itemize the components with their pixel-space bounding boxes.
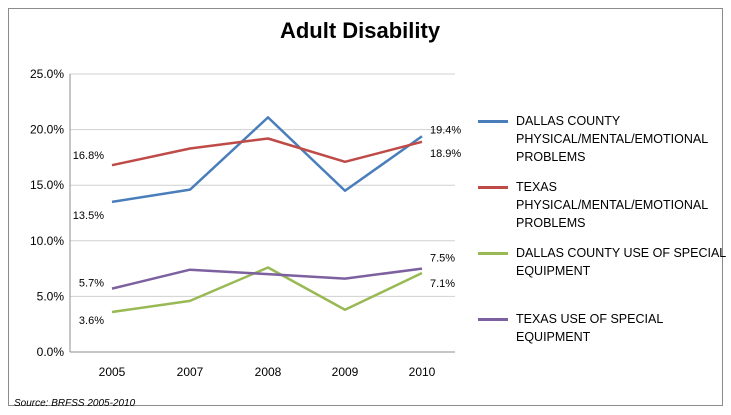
legend-label-texas-physical: TEXAS PHYSICAL/MENTAL/EMOTIONAL PROBLEMS bbox=[516, 180, 708, 230]
source-note: Source: BRFSS 2005-2010 bbox=[14, 398, 136, 409]
y-tick-label: 0.0% bbox=[37, 345, 65, 359]
legend-label-dallas-equipment: DALLAS COUNTY USE OF SPECIAL EQUIPMENT bbox=[516, 246, 726, 278]
data-label: 5.7% bbox=[79, 278, 104, 290]
data-label: 7.1% bbox=[430, 278, 455, 290]
x-tick-label: 2005 bbox=[99, 365, 126, 379]
legend-swatch-dallas-physical bbox=[478, 120, 508, 123]
legend-label-dallas-physical: DALLAS COUNTY PHYSICAL/MENTAL/EMOTIONAL … bbox=[516, 114, 708, 164]
chart-title: Adult Disability bbox=[279, 18, 441, 43]
series-line-3 bbox=[111, 267, 423, 290]
legend-swatch-dallas-equipment bbox=[478, 252, 508, 255]
x-tick-label: 2007 bbox=[177, 365, 204, 379]
x-tick-label: 2009 bbox=[332, 365, 359, 379]
data-label: 3.6% bbox=[79, 315, 104, 327]
y-tick-label: 20.0% bbox=[30, 123, 64, 137]
legend-swatch-texas-physical bbox=[478, 186, 508, 189]
y-tick-label: 25.0% bbox=[30, 67, 64, 81]
series-line-0 bbox=[111, 116, 423, 204]
data-label: 19.4% bbox=[430, 124, 461, 136]
series-line-2 bbox=[111, 266, 423, 314]
series-line-1 bbox=[111, 137, 423, 167]
y-tick-label: 10.0% bbox=[30, 234, 64, 248]
legend-swatch-texas-equipment bbox=[478, 318, 508, 321]
x-tick-label: 2010 bbox=[409, 365, 436, 379]
data-label: 18.9% bbox=[430, 148, 461, 160]
data-label: 13.5% bbox=[73, 210, 104, 222]
y-tick-label: 15.0% bbox=[30, 178, 64, 192]
data-label: 16.8% bbox=[73, 150, 104, 162]
y-tick-label: 5.0% bbox=[37, 289, 65, 303]
data-label: 7.5% bbox=[430, 253, 455, 265]
x-tick-label: 2008 bbox=[255, 365, 282, 379]
legend-label-texas-equipment: TEXAS USE OF SPECIAL EQUIPMENT bbox=[516, 312, 663, 344]
